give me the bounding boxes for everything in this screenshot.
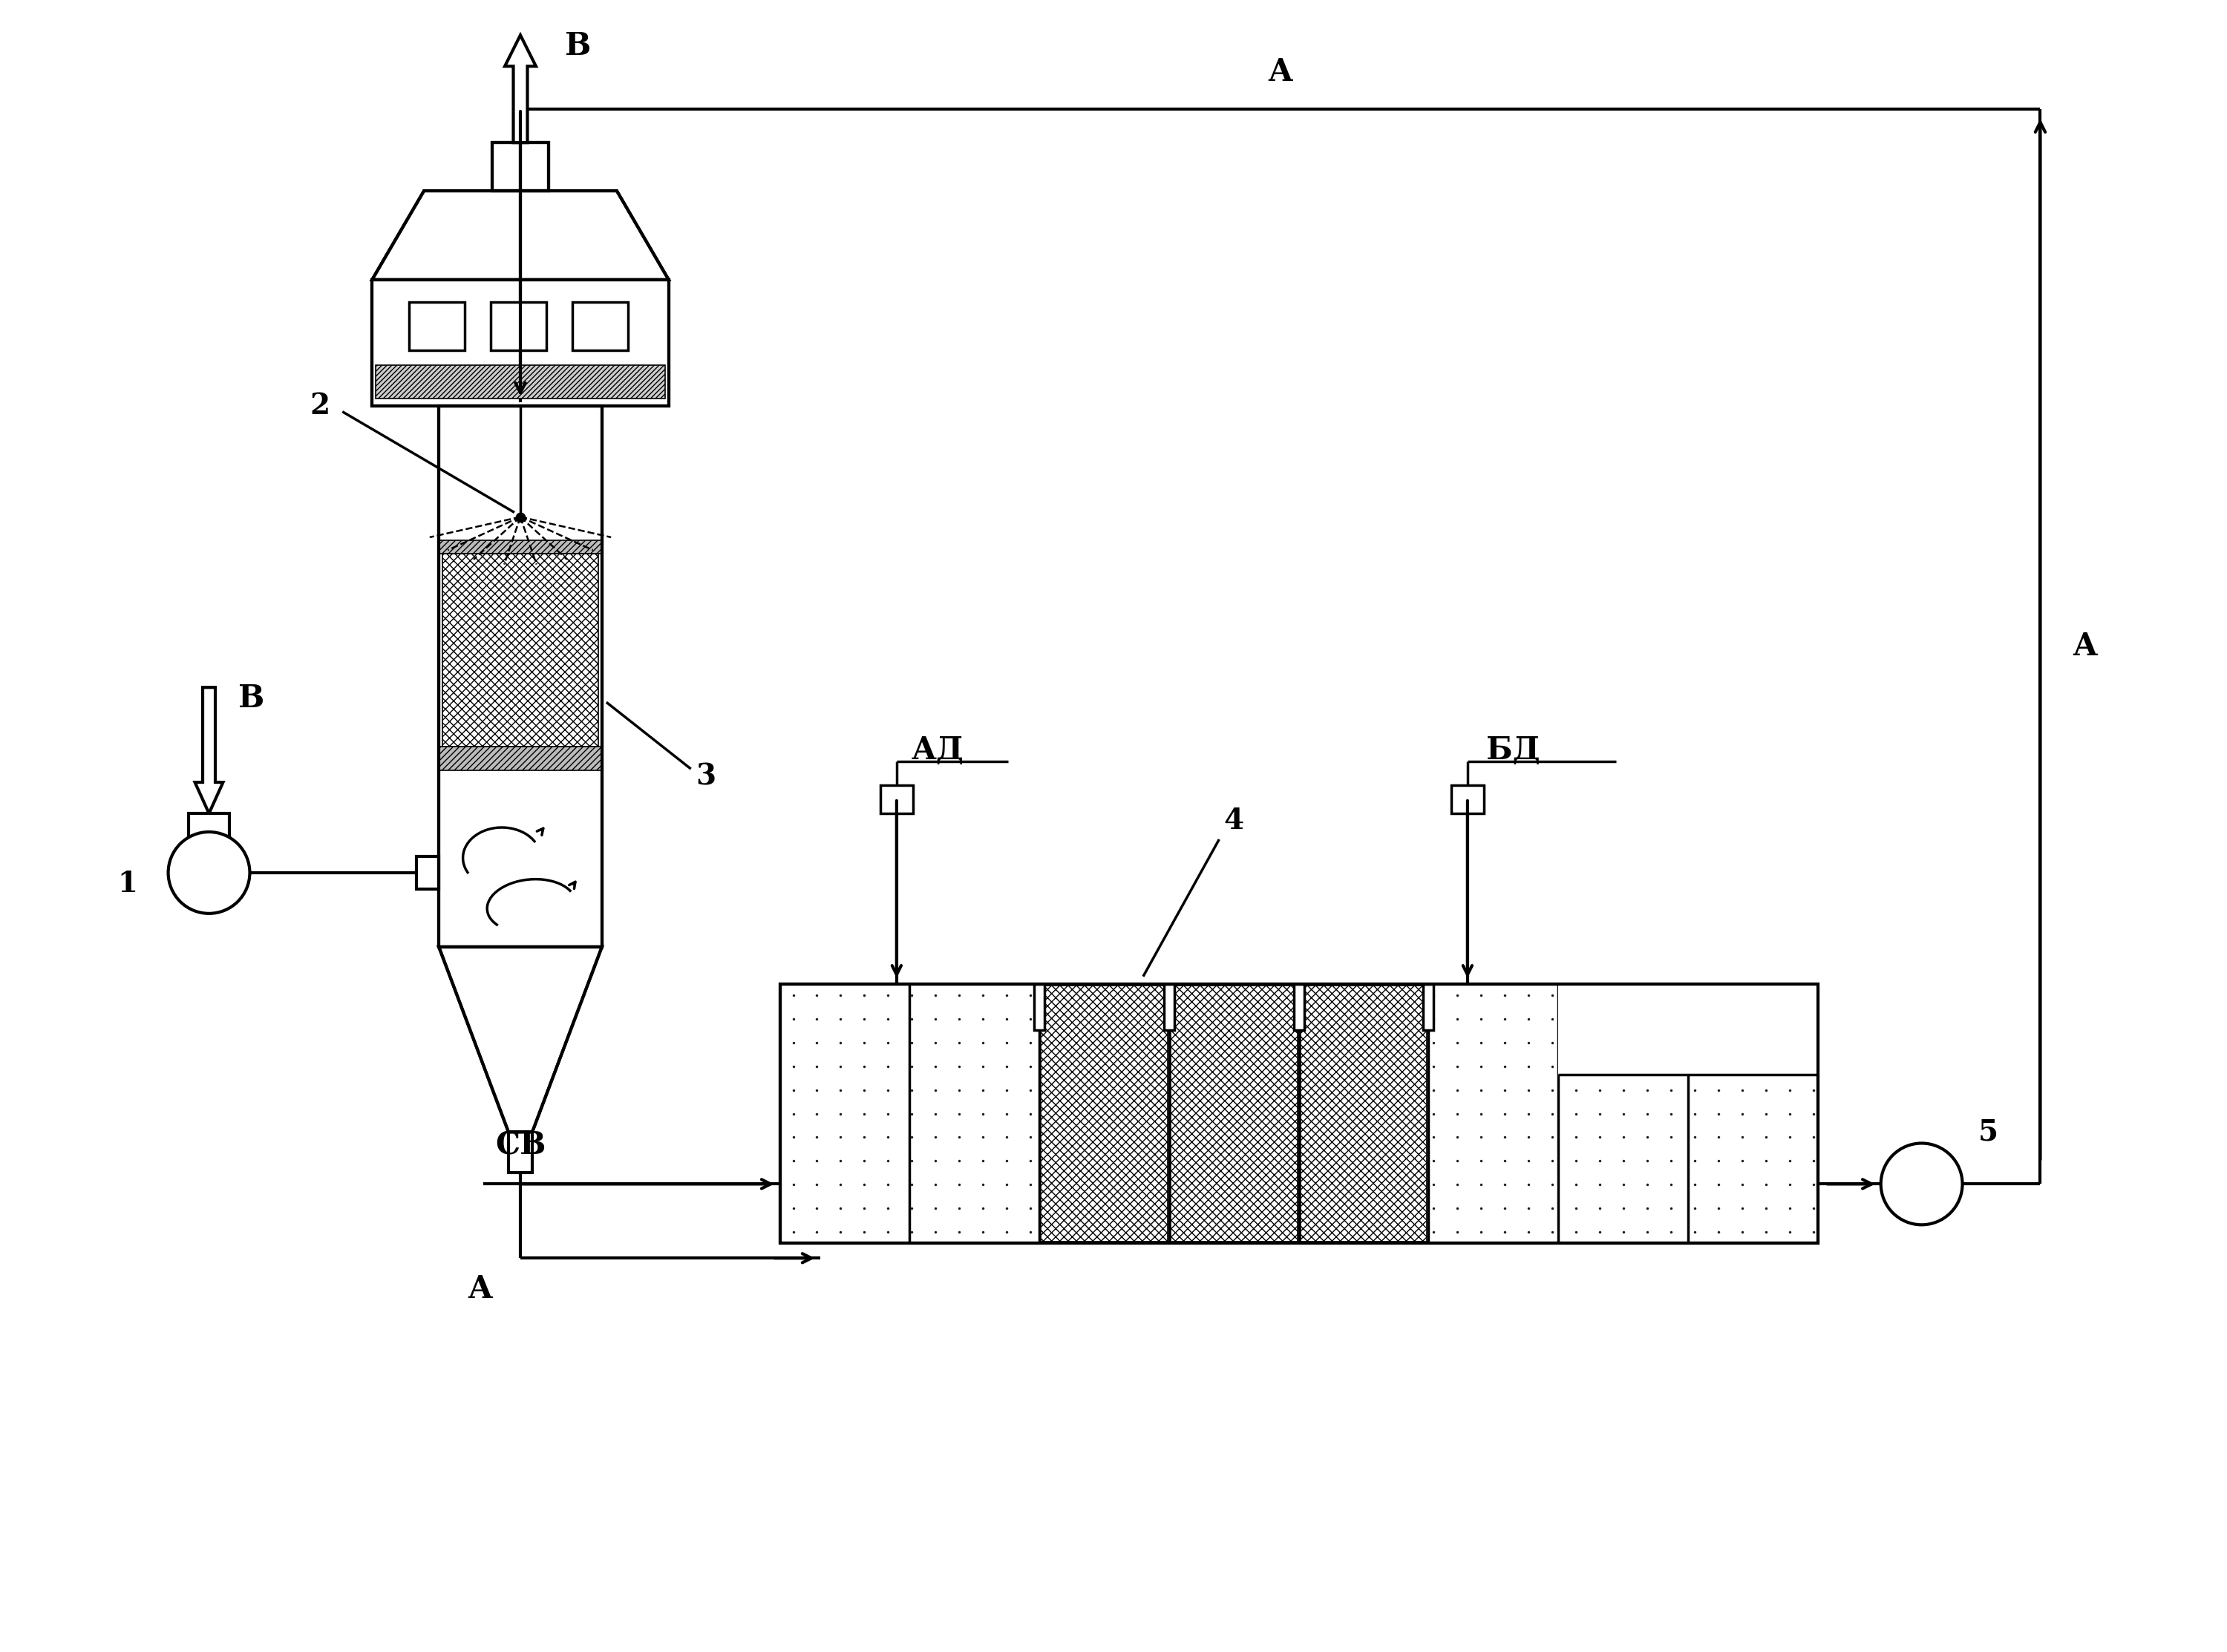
Polygon shape [439,947,601,1132]
Bar [1452,785,1483,813]
Circle shape [169,833,249,914]
Text: 1: 1 [118,869,138,899]
Bar [880,785,913,813]
Text: B: B [238,682,265,714]
Bar [1033,985,1044,1029]
Bar [439,540,601,553]
Text: БД: БД [1485,735,1541,767]
Bar [1165,985,1174,1029]
Bar [439,747,601,770]
Bar [1559,985,1817,1075]
Text: 3: 3 [695,762,715,790]
Bar [1294,985,1305,1029]
Polygon shape [196,687,223,813]
Text: 5: 5 [1978,1118,1998,1146]
Bar [1171,985,1298,1242]
Polygon shape [506,35,537,142]
Bar [492,142,548,190]
Bar [508,1132,532,1173]
Text: B: B [566,31,590,61]
Bar [492,142,548,190]
Text: 4: 4 [1225,806,1245,834]
Bar [443,553,599,747]
Bar [779,985,1817,1244]
Text: АД: АД [911,735,964,767]
Bar [410,302,465,350]
Text: A: A [1269,56,1292,88]
Text: A: A [2073,631,2098,662]
Bar [376,365,666,398]
Bar [416,856,439,889]
Text: A: A [468,1274,492,1305]
Bar [490,302,546,350]
Bar [1301,985,1428,1242]
Bar [372,279,668,406]
Bar [439,406,601,947]
Bar [372,279,668,406]
Bar [439,406,601,947]
Bar [189,813,229,849]
Circle shape [1882,1143,1962,1224]
Text: 2: 2 [310,392,330,420]
Text: СВ: СВ [494,1130,546,1161]
Bar [1040,985,1167,1242]
Bar [779,985,1817,1244]
Bar [1423,985,1434,1029]
Bar [572,302,628,350]
Polygon shape [372,190,668,279]
